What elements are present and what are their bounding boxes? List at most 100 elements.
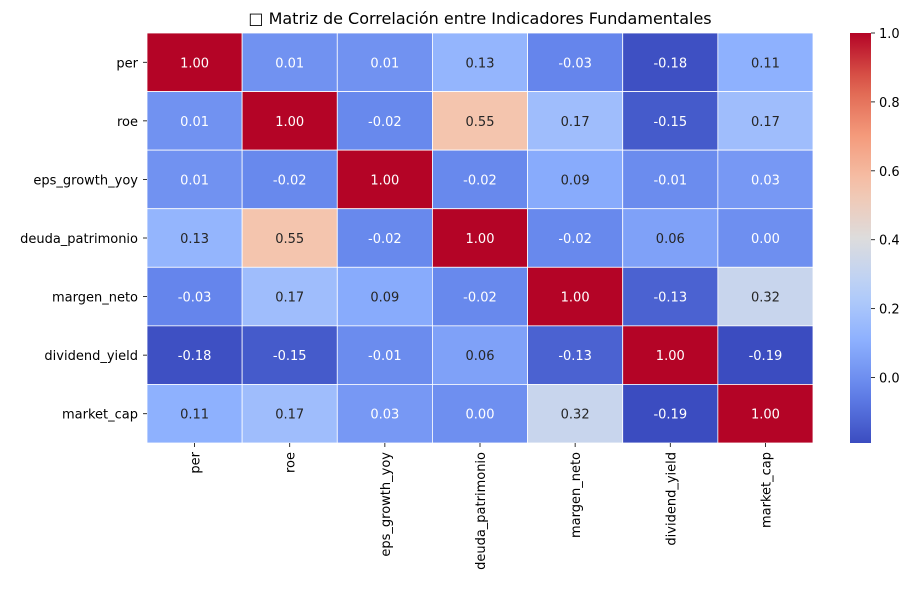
cell-value-label: -0.01 bbox=[653, 173, 687, 188]
cell-value-label: 0.17 bbox=[751, 115, 780, 130]
heatmap-cell bbox=[527, 149, 624, 210]
row-tick-label: deuda_patrimonio bbox=[20, 232, 138, 247]
heatmap-cell bbox=[146, 149, 243, 210]
cell-value-label: 1.00 bbox=[561, 291, 590, 306]
heatmap-cell bbox=[432, 149, 528, 210]
colorbar-tick-label: 0.4 bbox=[879, 234, 900, 249]
row-labels: per roe eps_growth_yoy deuda_patrimoniomarg… bbox=[20, 56, 147, 423]
cell-value-label: 0.11 bbox=[751, 56, 780, 71]
colorbar: 0.0 0.2 0.4 0.6 0.8 1.0 bbox=[850, 27, 900, 443]
cell-value-label: 0.13 bbox=[180, 232, 209, 247]
cell-value-label: 0.00 bbox=[466, 408, 495, 423]
cell-value-label: 0.09 bbox=[370, 291, 399, 306]
cell-value-label: 0.03 bbox=[370, 408, 399, 423]
heatmap-cell bbox=[336, 266, 433, 327]
cell-value-label: -0.02 bbox=[368, 232, 402, 247]
cell-value-label: -0.03 bbox=[558, 56, 592, 71]
heatmap-cell bbox=[146, 325, 243, 385]
colorbar-tick-label: 0.8 bbox=[879, 96, 900, 111]
column-labels: per roe eps_growth_yoy deuda_patrimonio marg… bbox=[189, 443, 774, 570]
colorbar-tick-label: 0.6 bbox=[879, 165, 900, 180]
row-tick-label: eps_growth_yoy bbox=[33, 173, 138, 188]
heatmap-cell bbox=[241, 32, 338, 92]
heatmap-cell bbox=[432, 32, 528, 92]
cell-value-label: 0.13 bbox=[466, 56, 495, 71]
cell-value-label: 0.55 bbox=[275, 232, 304, 247]
heatmap-cell bbox=[336, 149, 433, 210]
cell-value-label: -0.02 bbox=[368, 115, 402, 130]
heatmap-cell bbox=[432, 384, 528, 444]
cell-value-label: -0.18 bbox=[653, 56, 687, 71]
colorbar-gradient bbox=[850, 33, 871, 443]
heatmap-cell bbox=[432, 208, 528, 268]
heatmap-cell bbox=[622, 91, 719, 151]
cell-value-label: 0.01 bbox=[275, 56, 304, 71]
cell-value-label: -0.02 bbox=[463, 291, 497, 306]
row-tick-label: roe bbox=[117, 115, 138, 130]
cell-value-label: 0.32 bbox=[561, 408, 590, 423]
cell-value-label: -0.15 bbox=[273, 349, 307, 364]
cell-value-label: 0.06 bbox=[656, 232, 685, 247]
cell-value-label: -0.02 bbox=[463, 173, 497, 188]
row-tick-label: margen_neto bbox=[52, 291, 138, 306]
cell-value-label: 0.01 bbox=[180, 173, 209, 188]
heatmap-cell bbox=[527, 384, 624, 444]
cell-value-label: 0.00 bbox=[751, 232, 780, 247]
cell-value-label: 1.00 bbox=[751, 408, 780, 423]
cell-value-label: 0.17 bbox=[561, 115, 590, 130]
column-tick-label: roe bbox=[284, 452, 299, 473]
heatmap-cell bbox=[336, 384, 433, 444]
cell-value-label: -0.15 bbox=[653, 115, 687, 130]
cell-value-label: -0.03 bbox=[178, 291, 212, 306]
column-tick-label: eps_growth_yoy bbox=[379, 452, 394, 557]
cell-value-label: -0.01 bbox=[368, 349, 402, 364]
column-tick-label: margen_neto bbox=[569, 452, 584, 538]
heatmap-cell bbox=[622, 32, 719, 92]
heatmap-cell bbox=[146, 384, 243, 444]
heatmap-cell bbox=[622, 208, 719, 268]
row-tick-label: dividend_yield bbox=[44, 349, 138, 364]
heatmap-cell bbox=[241, 325, 338, 385]
cell-value-label: 0.17 bbox=[275, 408, 304, 423]
cell-value-label: -0.18 bbox=[178, 349, 212, 364]
cell-value-label: 0.55 bbox=[466, 115, 495, 130]
heatmap-cell bbox=[146, 266, 243, 327]
heatmap-cell bbox=[622, 384, 719, 444]
heatmap-cell bbox=[432, 325, 528, 385]
heatmap-cells: 1.00 0.01 0.01 0.13 -0.03 -0.18 0.11 0.01 1.00 -0… bbox=[146, 32, 814, 444]
row-tick-label: per bbox=[116, 56, 138, 71]
heatmap-cell bbox=[717, 266, 814, 327]
heatmap-cell bbox=[717, 325, 814, 385]
cell-value-label: -0.19 bbox=[749, 349, 783, 364]
column-tick-label: dividend_yield bbox=[664, 452, 679, 546]
cell-value-label: 1.00 bbox=[370, 173, 399, 188]
heatmap-cell bbox=[717, 384, 814, 444]
colorbar-tick-label: 0.2 bbox=[879, 303, 900, 318]
heatmap-cell bbox=[146, 208, 243, 268]
column-tick-label: per bbox=[189, 451, 204, 473]
heatmap-cell bbox=[527, 325, 624, 385]
heatmap-cell bbox=[146, 32, 243, 92]
cell-value-label: 1.00 bbox=[180, 56, 209, 71]
row-tick-label: market_cap bbox=[62, 408, 138, 423]
cell-value-label: -0.02 bbox=[273, 173, 307, 188]
cell-value-label: 0.09 bbox=[561, 173, 590, 188]
heatmap-cell bbox=[527, 91, 624, 151]
cell-value-label: 0.11 bbox=[180, 408, 209, 423]
cell-value-label: 0.17 bbox=[275, 291, 304, 306]
heatmap-cell bbox=[336, 325, 433, 385]
cell-value-label: 0.03 bbox=[751, 173, 780, 188]
heatmap-cell bbox=[717, 91, 814, 151]
cell-value-label: 0.01 bbox=[370, 56, 399, 71]
cell-value-label: 1.00 bbox=[275, 115, 304, 130]
colorbar-tick-label: 0.0 bbox=[879, 372, 900, 387]
cell-value-label: 0.01 bbox=[180, 115, 209, 130]
cell-value-label: -0.13 bbox=[558, 349, 592, 364]
cell-value-label: -0.02 bbox=[558, 232, 592, 247]
heatmap-cell bbox=[241, 149, 338, 210]
cell-value-label: 1.00 bbox=[656, 349, 685, 364]
colorbar-tick-label: 1.0 bbox=[879, 27, 900, 42]
heatmap-cell bbox=[527, 32, 624, 92]
heatmap-cell bbox=[241, 208, 338, 268]
